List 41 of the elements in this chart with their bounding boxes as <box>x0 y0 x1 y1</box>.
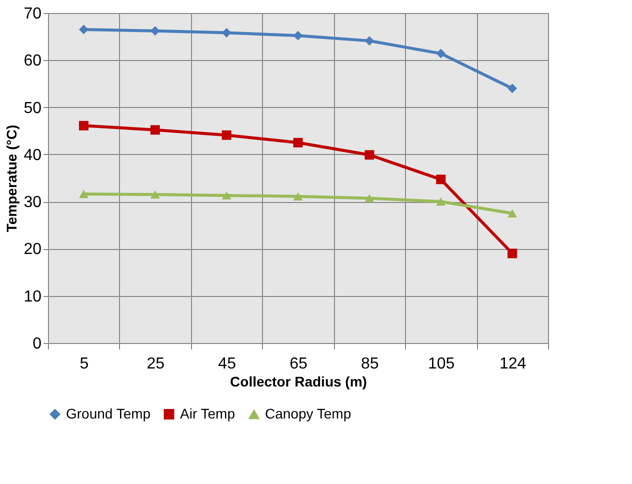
point <box>150 125 160 135</box>
legend-label: Air Temp <box>180 405 236 422</box>
point <box>78 190 88 198</box>
point <box>222 191 232 200</box>
x-tick-label: 5 <box>80 356 89 372</box>
point <box>364 194 374 202</box>
point <box>293 192 303 200</box>
point <box>222 130 232 140</box>
legend-label: Ground Temp <box>66 405 151 422</box>
y-tick-label: 70 <box>24 6 42 22</box>
y-tick-label: 10 <box>24 288 42 306</box>
point <box>508 84 518 94</box>
y-tick-label: 50 <box>24 100 42 117</box>
x-tick-label: 105 <box>428 356 455 372</box>
x-tick-label: 25 <box>146 356 165 372</box>
legend-label: Canopy Temp <box>265 406 352 422</box>
point <box>293 30 303 40</box>
point <box>436 197 446 206</box>
point <box>364 150 374 160</box>
point <box>150 26 160 36</box>
y-tick-label: 60 <box>24 52 42 70</box>
point <box>293 138 303 148</box>
point <box>78 120 88 130</box>
point <box>436 174 446 184</box>
y-tick-label: 20 <box>24 241 42 258</box>
point <box>436 48 446 58</box>
point <box>364 36 374 46</box>
point <box>508 209 518 218</box>
point <box>222 28 232 38</box>
y-axis-title: Temperatue (°C) <box>4 124 20 232</box>
x-axis-title: Collector Radius (m) <box>230 374 367 390</box>
x-tick-label: 45 <box>218 356 236 372</box>
x-tick-label: 124 <box>499 356 526 372</box>
y-tick-label: 30 <box>24 194 42 212</box>
point <box>150 190 160 199</box>
point <box>508 248 518 258</box>
point <box>78 24 88 34</box>
y-tick-label: 0 <box>32 336 42 352</box>
x-tick-label: 65 <box>290 356 308 372</box>
x-tick-label: 85 <box>361 356 379 372</box>
y-tick-label: 40 <box>24 146 42 164</box>
